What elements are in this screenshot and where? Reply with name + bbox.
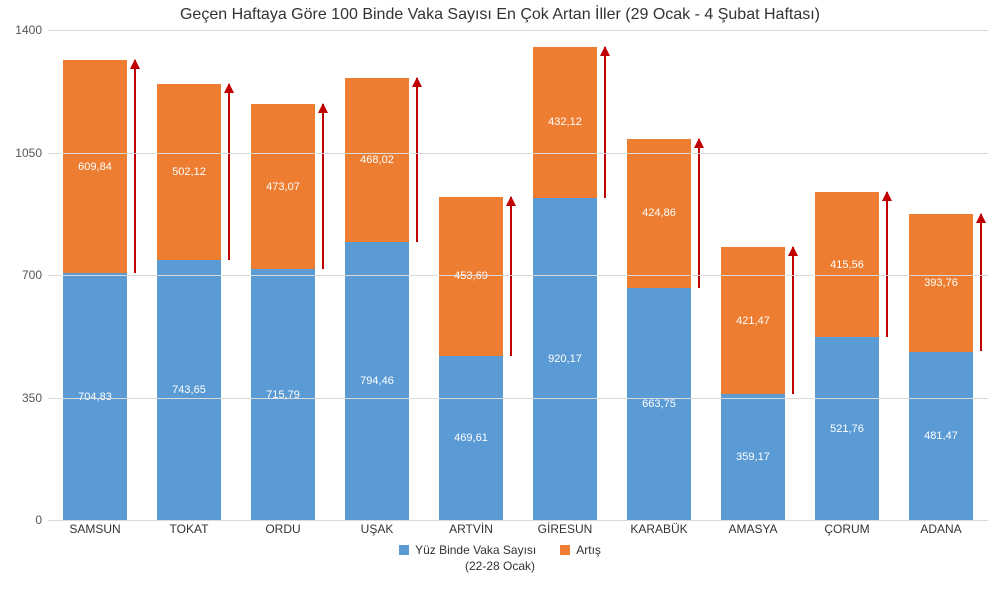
- bar-segment-increase: 415,56: [815, 192, 879, 337]
- y-tick-label: 1050: [8, 146, 42, 160]
- bar-value-increase: 468,02: [360, 154, 394, 166]
- y-tick-label: 0: [8, 513, 42, 527]
- bar-value-increase: 453,69: [454, 270, 488, 282]
- bar-segment-increase: 609,84: [63, 60, 127, 273]
- bar-value-base: 920,17: [548, 353, 582, 365]
- legend-swatch-increase: [560, 545, 570, 555]
- x-tick-label: AMASYA: [706, 522, 800, 536]
- bar-segment-base: 521,76: [815, 337, 879, 520]
- bar-value-increase: 502,12: [172, 166, 206, 178]
- legend: Yüz Binde Vaka Sayısı Artış (22-28 Ocak): [0, 543, 1000, 573]
- bar-segment-base: 715,79: [251, 269, 315, 520]
- bar-value-increase: 424,86: [642, 207, 676, 219]
- gridline: [48, 520, 988, 521]
- bar: 424,86 663,75: [627, 139, 691, 520]
- bar-value-base: 521,76: [830, 423, 864, 435]
- bar-value-base: 743,65: [172, 384, 206, 396]
- chart-container: Geçen Haftaya Göre 100 Binde Vaka Sayısı…: [0, 0, 1000, 590]
- bar-segment-increase: 468,02: [345, 78, 409, 242]
- bar-value-increase: 421,47: [736, 315, 770, 327]
- bar-value-increase: 473,07: [266, 181, 300, 193]
- bar: 415,56 521,76: [815, 192, 879, 520]
- plot-area: 609,84704,83 502,12 743,65 473,07 715,79 468,…: [48, 30, 988, 520]
- bar-segment-increase: 473,07: [251, 104, 315, 270]
- bar: 502,12 743,65: [157, 84, 221, 520]
- bar-value-base: 794,46: [360, 375, 394, 387]
- gridline: [48, 153, 988, 154]
- legend-label-increase: Artış: [576, 543, 601, 557]
- bar-segment-base: 794,46: [345, 242, 409, 520]
- bar: 432,12 920,17: [533, 47, 597, 520]
- x-tick-label: ADANA: [894, 522, 988, 536]
- y-tick-label: 1400: [8, 23, 42, 37]
- bar: 453,69 469,61: [439, 197, 503, 520]
- bar: 393,76 481,47: [909, 214, 973, 520]
- bar: 473,07 715,79: [251, 104, 315, 520]
- x-tick-label: TOKAT: [142, 522, 236, 536]
- bar-value-increase: 393,76: [924, 277, 958, 289]
- legend-label-base: Yüz Binde Vaka Sayısı: [415, 543, 536, 557]
- bar-value-increase: 609,84: [78, 161, 112, 173]
- bar-value-increase: 432,12: [548, 116, 582, 128]
- bar-value-base: 481,47: [924, 430, 958, 442]
- bar-value-base: 359,17: [736, 451, 770, 463]
- bar-segment-base: 359,17: [721, 394, 785, 520]
- bar-segment-increase: 393,76: [909, 214, 973, 352]
- x-tick-label: ARTVİN: [424, 522, 518, 536]
- x-tick-label: KARABÜK: [612, 522, 706, 536]
- bar-segment-base: 743,65: [157, 260, 221, 520]
- bar-segment-base: 920,17: [533, 198, 597, 520]
- legend-sublabel: (22-28 Ocak): [0, 559, 1000, 573]
- chart-title: Geçen Haftaya Göre 100 Binde Vaka Sayısı…: [0, 6, 1000, 24]
- bar: 609,84704,83: [63, 60, 127, 520]
- x-axis-labels: SAMSUNTOKATORDUUŞAKARTVİNGİRESUNKARABÜKA…: [48, 522, 988, 536]
- gridline: [48, 275, 988, 276]
- legend-swatch-base: [399, 545, 409, 555]
- bar-value-base: 663,75: [642, 398, 676, 410]
- bar-value-increase: 415,56: [830, 259, 864, 271]
- x-tick-label: SAMSUN: [48, 522, 142, 536]
- x-tick-label: UŞAK: [330, 522, 424, 536]
- bar: 421,47 359,17: [721, 247, 785, 520]
- x-tick-label: ÇORUM: [800, 522, 894, 536]
- gridline: [48, 30, 988, 31]
- bar-segment-increase: 424,86: [627, 139, 691, 288]
- bar-segment-increase: 421,47: [721, 247, 785, 395]
- bar: 468,02 794,46: [345, 78, 409, 520]
- y-tick-label: 350: [8, 391, 42, 405]
- y-tick-label: 700: [8, 268, 42, 282]
- bar-value-base: 715,79: [266, 389, 300, 401]
- bar-segment-increase: 502,12: [157, 84, 221, 260]
- bar-segment-base: 469,61: [439, 356, 503, 520]
- x-tick-label: ORDU: [236, 522, 330, 536]
- legend-item-base: Yüz Binde Vaka Sayısı: [399, 543, 536, 557]
- legend-item-increase: Artış: [560, 543, 601, 557]
- bar-segment-increase: 432,12: [533, 47, 597, 198]
- bar-segment-base: 481,47: [909, 352, 973, 521]
- bar-value-base: 469,61: [454, 432, 488, 444]
- gridline: [48, 398, 988, 399]
- bar-segment-increase: 453,69: [439, 197, 503, 356]
- x-tick-label: GİRESUN: [518, 522, 612, 536]
- bar-segment-base: 663,75: [627, 288, 691, 520]
